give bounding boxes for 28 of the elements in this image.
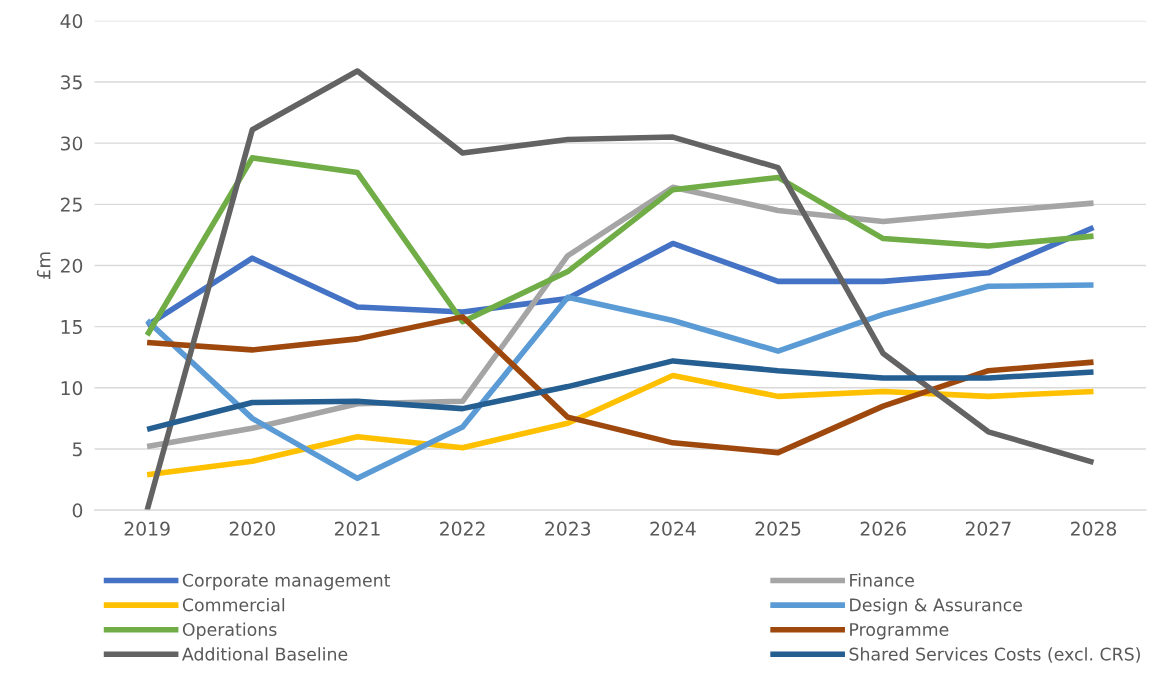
- legend-label: Commercial: [182, 597, 285, 612]
- y-tick-label: 15: [61, 320, 82, 335]
- y-tick-label: 10: [61, 381, 83, 396]
- x-tick-label: 2025: [755, 521, 801, 536]
- x-tick-label: 2020: [229, 521, 275, 536]
- x-tick-label: 2022: [440, 521, 485, 536]
- y-tick-label: 30: [61, 136, 83, 151]
- y-axis-title: £m: [36, 252, 51, 279]
- x-tick-label: 2021: [334, 521, 380, 536]
- legend-label: Additional Baseline: [182, 647, 348, 661]
- x-tick-label: 2019: [124, 521, 170, 536]
- y-tick-label: 40: [60, 14, 83, 29]
- legend-label: Design & Assurance: [850, 597, 1023, 615]
- legend-label: Corporate management: [182, 573, 391, 591]
- y-tick-label: 20: [60, 258, 83, 273]
- x-tick-label: 2026: [860, 521, 906, 536]
- x-tick-label: 2023: [545, 521, 591, 536]
- y-tick-label: 25: [60, 197, 82, 212]
- y-tick-label: 5: [72, 442, 82, 457]
- legend-label: Programme: [850, 623, 949, 640]
- legend-label: Finance: [850, 573, 914, 587]
- y-tick-label: 0: [72, 503, 83, 518]
- x-tick-label: 2027: [965, 521, 1011, 536]
- y-tick-label: 35: [61, 75, 82, 90]
- x-tick-label: 2024: [650, 521, 696, 536]
- legend-label: Shared Services Costs (excl. CRS): [849, 647, 1140, 663]
- x-tick-label: 2028: [1071, 521, 1117, 536]
- legend-label: Operations: [182, 622, 277, 640]
